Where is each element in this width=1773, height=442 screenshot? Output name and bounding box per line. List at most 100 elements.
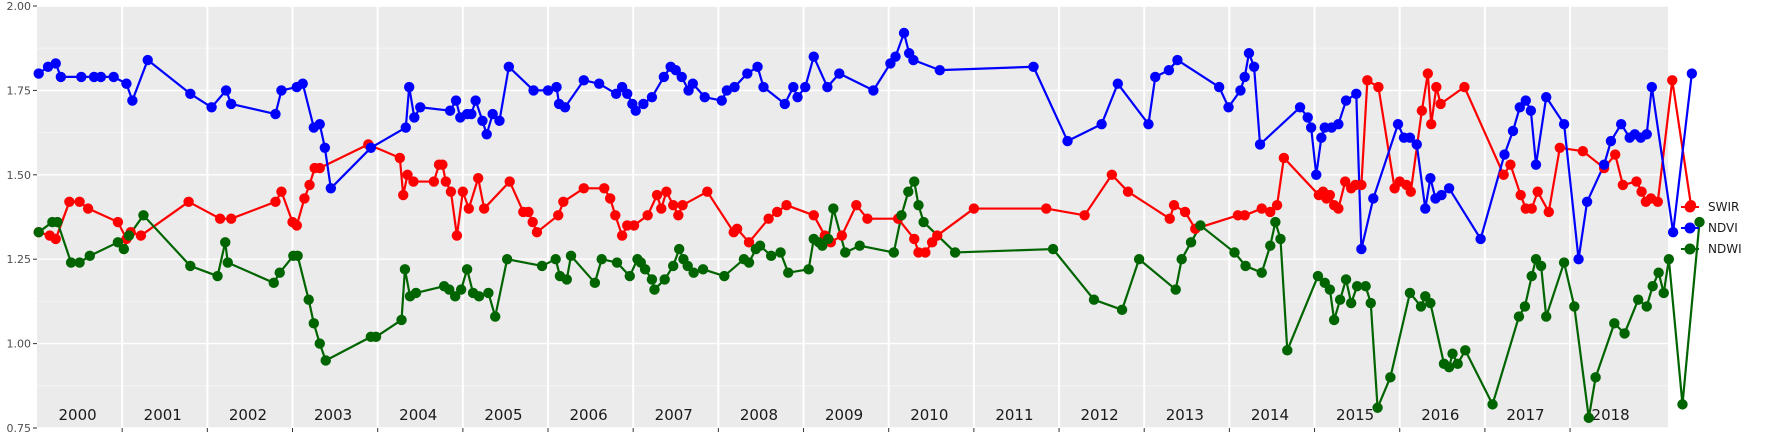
data-point-ndwi [854, 240, 865, 251]
data-point-ndvi [1239, 71, 1250, 83]
data-point-swir [1168, 199, 1180, 211]
year-label: 2002 [229, 406, 267, 424]
data-point-ndvi [297, 78, 308, 89]
data-point-swir [440, 176, 452, 187]
year-label: 2016 [1421, 406, 1459, 424]
data-point-ndvi [1520, 95, 1531, 106]
data-point-ndvi [1254, 139, 1266, 150]
data-point-swir [1122, 186, 1134, 197]
data-point-ndwi [688, 267, 699, 278]
data-point-ndvi [481, 129, 492, 140]
data-point-ndwi [1590, 372, 1601, 383]
data-point-ndwi [410, 287, 422, 299]
year-label: 2003 [314, 406, 352, 424]
data-point-ndvi [270, 108, 281, 120]
data-point-ndwi [455, 284, 467, 295]
data-point-ndvi [185, 88, 196, 99]
data-point-ndvi [630, 105, 641, 116]
data-point-ndwi [396, 314, 407, 326]
data-point-swir [50, 233, 61, 245]
data-point-ndwi [490, 311, 501, 322]
data-point-ndwi [222, 257, 233, 268]
data-point-ndvi [622, 88, 633, 99]
data-point-ndvi [934, 64, 945, 76]
data-point-ndvi [559, 102, 571, 113]
data-point-ndwi [212, 270, 223, 282]
data-point-ndvi [403, 81, 415, 93]
data-point-ndwi [1275, 233, 1286, 245]
data-point-ndwi [1345, 297, 1357, 309]
data-point-ndvi [1420, 203, 1431, 214]
data-point-ndvi [466, 108, 477, 120]
data-point-ndwi [1195, 220, 1206, 231]
data-point-ndvi [1062, 135, 1073, 147]
data-point-ndvi [898, 27, 910, 39]
data-point-swir [445, 186, 457, 197]
legend-swatch-swir [1684, 201, 1696, 213]
data-point-ndvi [1340, 95, 1352, 106]
data-point-swir [1498, 169, 1509, 180]
data-point-swir [808, 210, 819, 221]
data-point-ndwi [1487, 399, 1498, 410]
data-point-swir [558, 196, 569, 208]
data-point-ndwi [1460, 345, 1471, 356]
data-point-swir [610, 210, 621, 221]
data-point-ndvi [1686, 68, 1698, 79]
data-point-ndwi [185, 260, 196, 272]
year-label: 2000 [58, 406, 96, 424]
data-point-ndwi [123, 230, 135, 241]
data-point-swir [304, 179, 315, 191]
data-point-ndvi [1598, 159, 1610, 170]
data-point-ndwi [1519, 301, 1531, 312]
data-point-swir [1362, 75, 1373, 86]
data-point-ndwi [1047, 243, 1059, 255]
data-point-ndvi [1172, 54, 1183, 66]
data-point-ndwi [1176, 254, 1187, 265]
data-point-ndwi [803, 264, 814, 275]
data-point-ndwi [138, 210, 149, 221]
data-point-ndvi [1112, 78, 1124, 89]
data-point-swir [1265, 206, 1276, 218]
data-point-ndwi [444, 284, 455, 295]
data-point-ndvi [1404, 132, 1416, 143]
data-point-ndvi [1525, 105, 1537, 116]
data-point-swir [909, 233, 920, 245]
data-point-ndwi [909, 176, 920, 187]
data-point-ndwi [1372, 402, 1383, 413]
data-point-ndvi [1443, 183, 1455, 194]
data-point-ndwi [1541, 311, 1552, 322]
y-tick-label: 0.75 [7, 422, 32, 435]
data-point-ndvi [1368, 193, 1379, 204]
data-point-ndvi [400, 122, 411, 133]
data-point-ndvi [1615, 118, 1627, 130]
data-point-swir [1373, 81, 1384, 93]
legend: SWIR NDVI NDWI [1681, 200, 1742, 256]
data-point-ndwi [370, 331, 382, 343]
data-point-ndwi [1647, 281, 1658, 292]
data-point-ndwi [1328, 314, 1340, 326]
data-point-ndvi [1213, 81, 1225, 93]
data-point-swir [408, 176, 419, 187]
data-point-ndvi [593, 78, 605, 89]
data-point-swir [270, 196, 281, 208]
data-point-swir [651, 189, 663, 201]
legend-label-swir: SWIR [1708, 200, 1739, 214]
data-point-ndvi [108, 71, 119, 83]
data-point-swir [673, 210, 684, 221]
data-point-ndvi [1243, 48, 1255, 59]
data-point-swir [604, 193, 616, 204]
data-point-ndvi [1305, 122, 1317, 133]
data-point-ndwi [1185, 237, 1197, 248]
data-point-swir [291, 220, 302, 231]
data-point-ndvi [365, 142, 377, 153]
year-label: 2015 [1336, 406, 1374, 424]
data-point-swir [1554, 142, 1566, 153]
data-point-ndvi [1248, 61, 1260, 72]
data-point-swir [112, 216, 124, 228]
data-point-swir [1515, 189, 1526, 201]
data-point-ndwi [561, 274, 572, 285]
data-point-ndvi [494, 115, 505, 126]
data-point-ndwi [1256, 267, 1267, 278]
data-point-ndwi [649, 284, 660, 295]
data-point-ndwi [1447, 348, 1458, 359]
